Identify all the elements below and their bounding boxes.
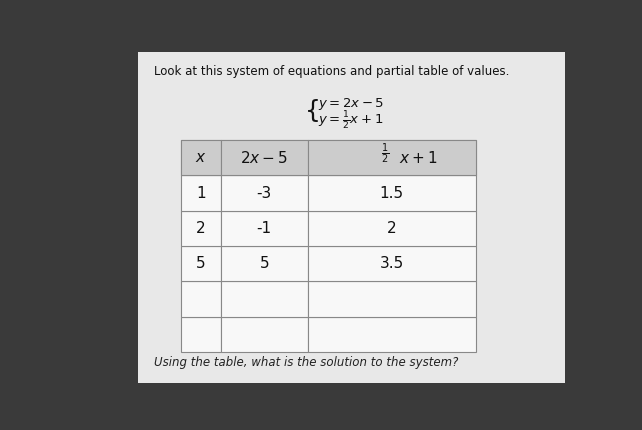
Bar: [221, 281, 308, 316]
Bar: [221, 211, 308, 246]
Bar: [181, 175, 221, 211]
Text: $\frac{1}{2}$: $\frac{1}{2}$: [381, 142, 390, 166]
Bar: [181, 140, 221, 175]
Bar: [308, 140, 476, 175]
Text: $x$: $x$: [195, 150, 207, 165]
Text: -1: -1: [257, 221, 272, 236]
Bar: [181, 281, 221, 316]
Text: 5: 5: [196, 256, 205, 271]
Bar: [308, 281, 476, 316]
Text: Using the table, what is the solution to the system?: Using the table, what is the solution to…: [154, 356, 458, 369]
Text: 1: 1: [196, 186, 205, 200]
Bar: [308, 246, 476, 281]
Bar: [181, 316, 221, 352]
Bar: [308, 211, 476, 246]
Bar: [221, 246, 308, 281]
Text: $y=2x-5$: $y=2x-5$: [318, 96, 385, 112]
Bar: [308, 316, 476, 352]
Text: -3: -3: [257, 186, 272, 200]
Text: 2: 2: [196, 221, 205, 236]
Text: {: {: [305, 99, 321, 123]
Text: $x + 1$: $x + 1$: [399, 150, 438, 166]
Bar: [221, 140, 308, 175]
Text: 1.5: 1.5: [379, 186, 404, 200]
Bar: [181, 246, 221, 281]
Bar: [221, 140, 308, 175]
Bar: [308, 140, 476, 175]
Bar: [221, 175, 308, 211]
Bar: [308, 175, 476, 211]
Text: 2: 2: [386, 221, 396, 236]
Text: Look at this system of equations and partial table of values.: Look at this system of equations and par…: [154, 65, 509, 78]
Bar: [221, 316, 308, 352]
Text: $2x - 5$: $2x - 5$: [240, 150, 288, 166]
Text: 5: 5: [259, 256, 269, 271]
Text: $y=\frac{1}{2}x+1$: $y=\frac{1}{2}x+1$: [318, 110, 383, 132]
Text: 3.5: 3.5: [379, 256, 404, 271]
Bar: [181, 211, 221, 246]
Bar: [181, 140, 221, 175]
Bar: [139, 52, 564, 383]
